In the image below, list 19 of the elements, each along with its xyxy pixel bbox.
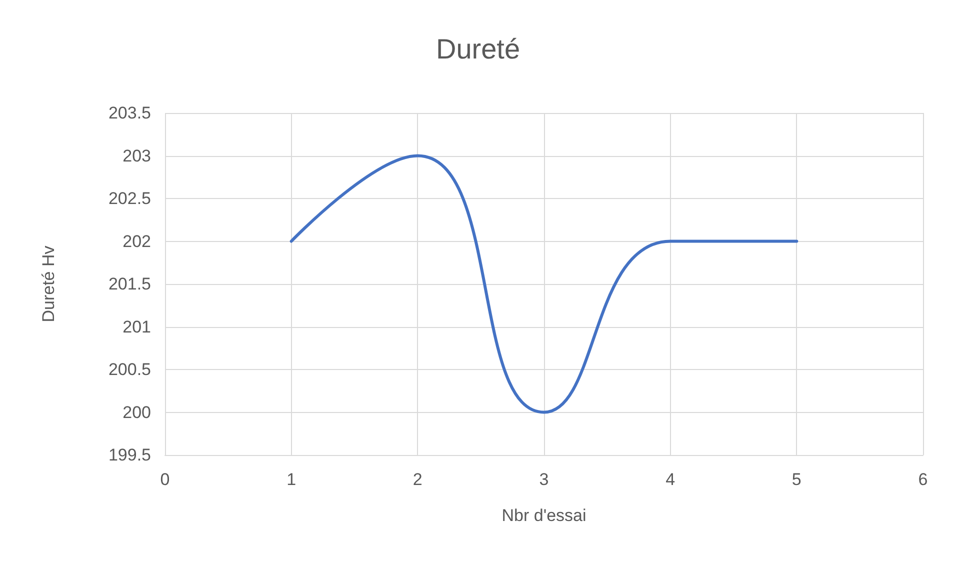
x-tick-label: 2 [412, 470, 422, 489]
y-tick-label: 200 [122, 402, 151, 422]
y-tick-label: 202.5 [108, 189, 151, 208]
y-tick-label: 201 [122, 317, 151, 336]
chart-title: Dureté [436, 34, 520, 64]
x-tick-label: 3 [539, 470, 549, 489]
x-tick-label: 6 [918, 470, 928, 489]
y-axis-title: Dureté Hv [39, 245, 58, 322]
y-tick-label: 201.5 [108, 274, 151, 294]
y-tick-label: 202 [122, 232, 151, 251]
x-tick-label: 4 [666, 470, 676, 489]
y-tick-label: 203 [122, 146, 151, 166]
x-axis-title: Nbr d'essai [502, 506, 586, 525]
y-tick-label: 203.5 [108, 104, 151, 122]
x-tick-label: 1 [286, 470, 296, 489]
x-tick-label: 0 [160, 470, 170, 489]
y-tick-label: 199.5 [108, 446, 151, 464]
x-tick-label: 5 [792, 470, 802, 489]
y-tick-label: 200.5 [108, 360, 151, 379]
